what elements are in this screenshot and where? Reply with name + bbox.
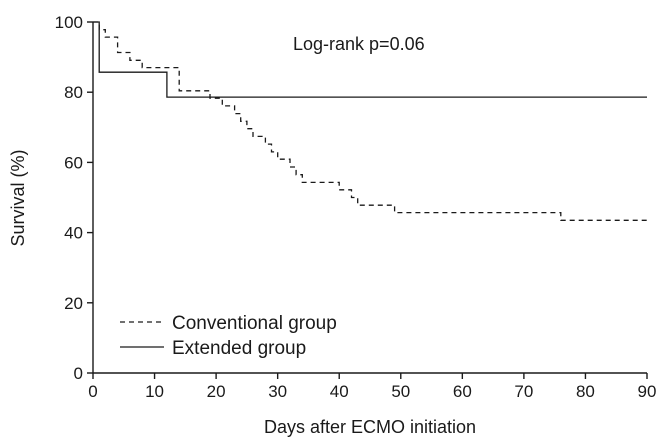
log-rank-annotation: Log-rank p=0.06 — [293, 34, 425, 54]
y-axis-title: Survival (%) — [8, 149, 28, 246]
x-axis-ticks: 0 10 20 30 40 50 60 70 80 90 — [88, 373, 656, 401]
survival-curves — [93, 21, 647, 221]
x-axis-title: Days after ECMO initiation — [264, 417, 476, 437]
x-tick-label-50: 50 — [391, 382, 410, 401]
legend: Conventional group Extended group — [120, 313, 337, 359]
legend-label-extended: Extended group — [172, 338, 306, 359]
x-tick-label-10: 10 — [145, 382, 164, 401]
x-tick-label-20: 20 — [207, 382, 226, 401]
y-tick-label-40: 40 — [64, 224, 83, 243]
y-tick-label-20: 20 — [64, 294, 83, 313]
extended-group-curve — [93, 21, 647, 98]
y-tick-label-60: 60 — [64, 153, 83, 172]
y-tick-label-100: 100 — [55, 13, 83, 32]
x-tick-label-70: 70 — [514, 382, 533, 401]
conventional-group-curve — [93, 21, 647, 221]
x-tick-label-40: 40 — [330, 382, 349, 401]
x-tick-label-30: 30 — [268, 382, 287, 401]
x-tick-label-60: 60 — [453, 382, 472, 401]
x-tick-label-0: 0 — [88, 382, 97, 401]
x-tick-label-90: 90 — [638, 382, 657, 401]
x-tick-label-80: 80 — [576, 382, 595, 401]
y-tick-label-80: 80 — [64, 83, 83, 102]
y-tick-label-0: 0 — [74, 364, 83, 383]
legend-label-conventional: Conventional group — [172, 313, 337, 334]
y-axis-ticks: 0 20 40 60 80 100 — [55, 13, 93, 383]
